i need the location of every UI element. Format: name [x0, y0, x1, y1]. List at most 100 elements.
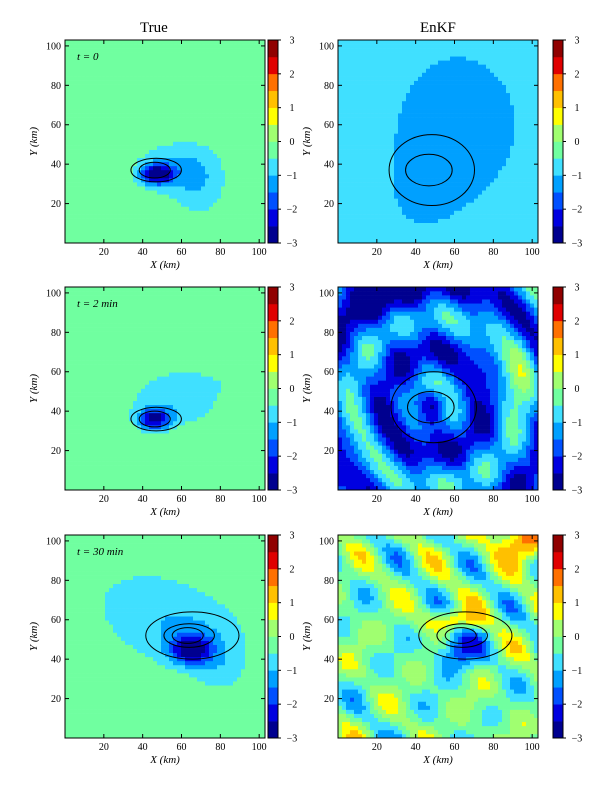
heatmap-cell	[522, 162, 526, 166]
heatmap-cell	[474, 150, 478, 154]
heatmap-cell	[153, 113, 157, 117]
heatmap-cell	[173, 154, 177, 158]
heatmap-cell	[478, 146, 482, 150]
heatmap-cell	[133, 133, 137, 137]
heatmap-cell	[181, 72, 185, 76]
heatmap-cell	[213, 85, 217, 89]
heatmap-cell	[378, 48, 382, 52]
heatmap-cell	[81, 121, 85, 125]
heatmap-cell	[434, 81, 438, 85]
heatmap-cell	[217, 202, 221, 206]
heatmap-cell	[169, 129, 173, 133]
heatmap-cell	[462, 129, 466, 133]
heatmap-cell	[390, 166, 394, 170]
heatmap-cell	[169, 52, 173, 56]
heatmap-cell	[358, 77, 362, 81]
heatmap-cell	[233, 215, 237, 219]
heatmap-cell	[402, 77, 406, 81]
heatmap-cell	[514, 154, 518, 158]
heatmap-cell	[518, 235, 522, 239]
heatmap-cell	[201, 215, 205, 219]
heatmap-cell	[125, 56, 129, 60]
heatmap-cell	[518, 186, 522, 190]
heatmap-cell	[454, 56, 458, 60]
heatmap-cell	[518, 89, 522, 93]
heatmap-cell	[257, 211, 261, 215]
heatmap-cell	[518, 56, 522, 60]
heatmap-cell	[458, 85, 462, 89]
heatmap-cell	[470, 219, 474, 223]
heatmap-cell	[69, 97, 73, 101]
heatmap-cell	[157, 211, 161, 215]
heatmap-cell	[249, 133, 253, 137]
heatmap-cell	[121, 109, 125, 113]
heatmap-cell	[237, 231, 241, 235]
heatmap-cell	[161, 182, 165, 186]
heatmap-cell	[149, 146, 153, 150]
heatmap-cell	[73, 105, 77, 109]
heatmap-cell	[97, 170, 101, 174]
heatmap-cell	[410, 166, 414, 170]
heatmap-cell	[249, 170, 253, 174]
heatmap-cell	[366, 97, 370, 101]
heatmap-cell	[253, 158, 257, 162]
heatmap-cell	[342, 113, 346, 117]
heatmap-cell	[245, 40, 249, 44]
heatmap-cell	[414, 93, 418, 97]
heatmap-cell	[402, 121, 406, 125]
heatmap-cell	[354, 174, 358, 178]
heatmap-cell	[430, 194, 434, 198]
heatmap-cell	[137, 146, 141, 150]
heatmap-cell	[434, 158, 438, 162]
heatmap-cell	[165, 72, 169, 76]
heatmap-cell	[189, 158, 193, 162]
heatmap-cell	[434, 194, 438, 198]
heatmap-cell	[498, 198, 502, 202]
heatmap-cell	[217, 93, 221, 97]
heatmap-cell	[101, 113, 105, 117]
heatmap-cell	[89, 89, 93, 93]
heatmap-cell	[233, 105, 237, 109]
heatmap-cell	[494, 174, 498, 178]
heatmap-cell	[73, 231, 77, 235]
heatmap-cell	[77, 231, 81, 235]
heatmap-cell	[133, 68, 137, 72]
heatmap-cell	[506, 162, 510, 166]
heatmap-cell	[77, 68, 81, 72]
heatmap-cell	[201, 48, 205, 52]
heatmap-cell	[225, 121, 229, 125]
heatmap-cell	[486, 158, 490, 162]
heatmap-cell	[133, 81, 137, 85]
heatmap-cell	[233, 219, 237, 223]
heatmap-cell	[225, 158, 229, 162]
heatmap-cell	[141, 72, 145, 76]
heatmap-cell	[233, 93, 237, 97]
heatmap-cell	[129, 125, 133, 129]
heatmap-cell	[121, 105, 125, 109]
heatmap-cell	[181, 154, 185, 158]
heatmap-cell	[221, 223, 225, 227]
heatmap-cell	[217, 72, 221, 76]
heatmap-cell	[526, 109, 530, 113]
heatmap-cell	[125, 113, 129, 117]
heatmap-cell	[125, 162, 129, 166]
heatmap-cell	[213, 117, 217, 121]
heatmap-cell	[185, 40, 189, 44]
heatmap-cell	[410, 97, 414, 101]
heatmap-cell	[141, 60, 145, 64]
heatmap-cell	[77, 105, 81, 109]
heatmap-cell	[113, 137, 117, 141]
heatmap-cell	[342, 162, 346, 166]
heatmap-cell	[253, 166, 257, 170]
heatmap-cell	[205, 211, 209, 215]
heatmap-cell	[149, 166, 153, 170]
heatmap-cell	[97, 206, 101, 210]
heatmap-cell	[382, 64, 386, 68]
heatmap-cell	[458, 231, 462, 235]
heatmap-cell	[89, 227, 93, 231]
heatmap-cell	[129, 158, 133, 162]
heatmap-cell	[362, 166, 366, 170]
heatmap-cell	[350, 133, 354, 137]
heatmap-cell	[434, 52, 438, 56]
